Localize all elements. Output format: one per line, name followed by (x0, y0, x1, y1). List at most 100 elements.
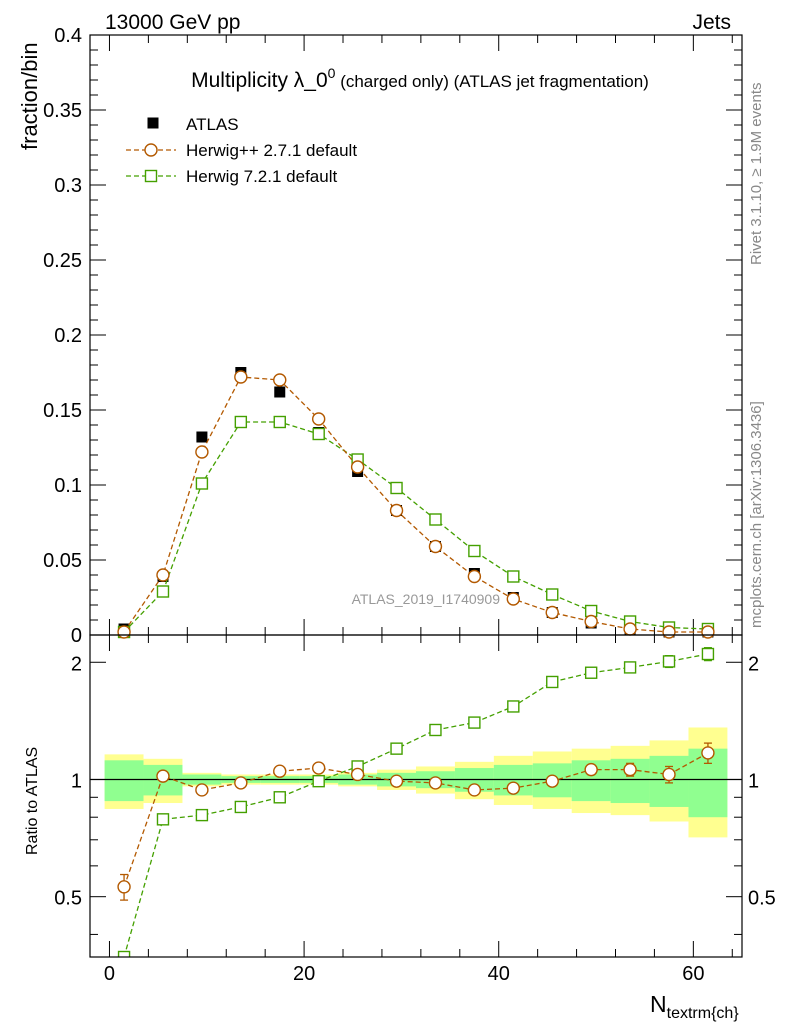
x-tick-label: 40 (488, 963, 510, 985)
data-point (701, 647, 715, 661)
mcplots-label: mcplots.cern.ch [arXiv:1306.3436] (748, 401, 765, 628)
data-point (234, 800, 248, 814)
x-tick-label: 0 (104, 963, 115, 985)
y-tick-label: 0.1 (54, 475, 82, 497)
data-point (312, 774, 325, 788)
data-point (195, 808, 209, 822)
x-tick-label: 60 (682, 963, 704, 985)
data-point (623, 762, 637, 777)
data-point (545, 605, 559, 620)
analysis-watermark: ATLAS_2019_I1740909 (352, 591, 501, 607)
ratio-y-tick-label-right: 2 (748, 653, 759, 675)
data-point (156, 813, 170, 826)
data-point (467, 569, 482, 584)
header-jets-label: Jets (692, 11, 731, 34)
y-tick-label: 0.35 (43, 100, 82, 122)
ratio-y-tick-label-right: 0.5 (748, 888, 776, 910)
ratio-y-tick-label: 1 (71, 770, 82, 792)
main-plot-tick-labels: 0 0.05 0.1 0.15 0.2 0.25 0.3 0.35 0.4 (43, 25, 82, 647)
y-tick-label: 0.25 (43, 250, 82, 272)
y-tick-label: 0.4 (54, 25, 82, 47)
data-point (428, 539, 443, 554)
data-point (662, 767, 676, 782)
data-point (156, 585, 170, 598)
data-point (428, 776, 443, 790)
header-energy-label: 13000 GeV pp (105, 11, 240, 34)
data-point (234, 370, 248, 384)
legend-herwig7-marker (144, 169, 158, 183)
data-point (429, 723, 442, 737)
data-point (467, 783, 482, 797)
ratio-plot-series (117, 647, 715, 957)
y-tick-label: 0.3 (54, 175, 82, 197)
data-point (195, 477, 209, 490)
data-point (234, 776, 248, 790)
data-point (623, 622, 637, 636)
data-point (350, 460, 365, 474)
data-point (389, 503, 404, 518)
data-point (273, 791, 286, 804)
legend-atlas-label: ATLAS (186, 115, 239, 134)
data-point (429, 513, 442, 526)
inner-band (104, 760, 144, 802)
ratio-y-tick-label: 0.5 (54, 888, 82, 910)
data-point (273, 415, 286, 429)
data-point (390, 742, 403, 755)
data-point (195, 783, 209, 797)
legend: ATLAS Herwig++ 2.7.1 default Herwig 7.2.… (126, 115, 357, 186)
main-plot-panel: 0 0.05 0.1 0.15 0.2 0.25 0.3 0.35 0.4 fraction/b… (17, 25, 743, 647)
series-line (123, 752, 709, 888)
rivet-version-label: Rivet 3.1.10, ≥ 1.9M events (748, 83, 765, 266)
y-tick-label: 0 (71, 625, 82, 647)
x-axis-label: Ntextrm{ch} (650, 991, 739, 1022)
data-point (662, 625, 676, 639)
legend-atlas-marker (147, 117, 159, 129)
ratio-plot-panel: 0.5 0.51 12 20 20 40 60 Ratio to ATLAS Ntextrm… (24, 634, 776, 1022)
data-point (350, 767, 365, 782)
data-point (273, 373, 287, 387)
data-point (117, 625, 131, 639)
x-tick-label: 20 (293, 963, 315, 985)
data-point (234, 415, 248, 429)
data-point (311, 412, 326, 426)
data-point (507, 570, 520, 583)
data-point (545, 774, 559, 788)
ratio-plot-ticks (90, 635, 742, 957)
data-point (468, 716, 481, 729)
data-point (156, 769, 170, 783)
data-point (507, 700, 520, 713)
data-point (312, 427, 325, 441)
data-point (701, 746, 715, 760)
data-point (389, 774, 404, 788)
y-tick-label: 0.2 (54, 325, 82, 347)
data-point (117, 880, 131, 894)
data-point (311, 761, 326, 775)
ratio-y-tick-label: 2 (71, 653, 82, 675)
data-point (196, 431, 208, 443)
legend-herwigpp-marker (144, 143, 158, 157)
data-point (506, 781, 521, 795)
legend-herwig7-label: Herwig 7.2.1 default (186, 167, 337, 186)
data-point (274, 386, 286, 398)
plot-title: Multiplicity λ_00 (charged only) (ATLAS … (191, 65, 649, 92)
plot-title-main: Multiplicity λ_0 (191, 69, 328, 92)
plot-title-rest: (charged only) (ATLAS jet fragmentation) (335, 72, 648, 91)
data-point (117, 950, 131, 957)
ratio-plot-tick-labels: 0.5 0.51 12 20 20 40 60 (54, 653, 776, 985)
data-point (662, 655, 676, 668)
ratio-plot-frame (89, 634, 743, 958)
data-point (701, 625, 715, 639)
data-point (468, 544, 481, 558)
legend-herwigpp-label: Herwig++ 2.7.1 default (186, 141, 357, 160)
data-point (390, 481, 403, 495)
series-line (123, 653, 709, 957)
y-tick-label: 0.15 (43, 400, 82, 422)
data-point (623, 661, 637, 674)
data-point (584, 762, 598, 777)
series-line (123, 376, 708, 633)
data-point (546, 588, 559, 601)
ratio-plot-ylabel: Ratio to ATLAS (24, 747, 41, 855)
data-point (506, 592, 521, 606)
x-axis-label-subscript: textrm{ch} (667, 1005, 740, 1022)
